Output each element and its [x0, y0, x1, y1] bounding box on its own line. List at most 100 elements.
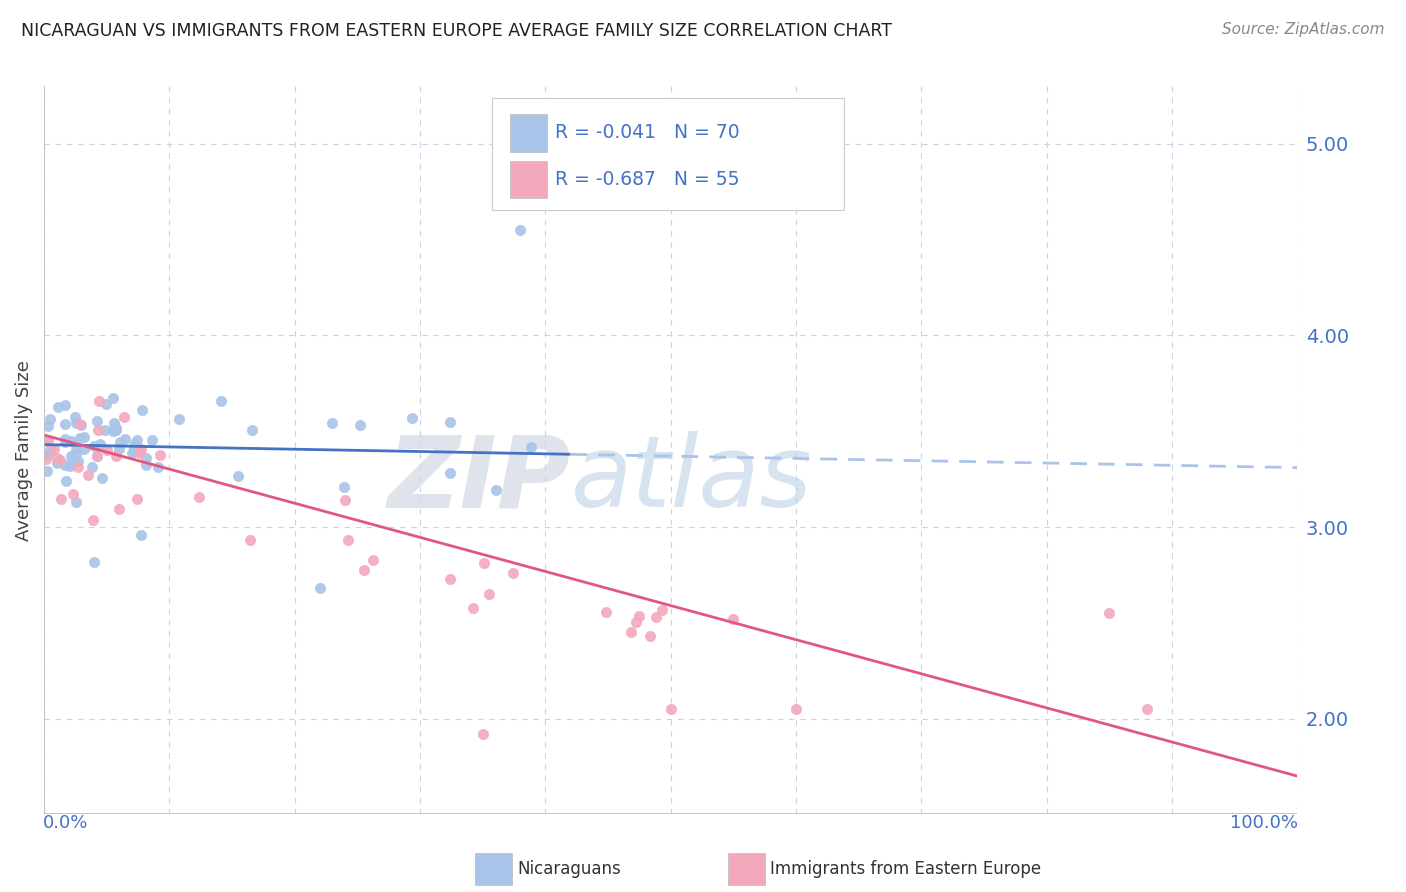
- Point: [226, 468, 249, 483]
- Point: [65, 494, 87, 508]
- Point: [128, 446, 150, 460]
- Point: [135, 451, 157, 466]
- Text: 100.0%: 100.0%: [1230, 814, 1299, 832]
- Point: [86, 414, 108, 428]
- Point: [108, 442, 131, 457]
- Point: [39, 442, 62, 457]
- Point: [1098, 606, 1121, 620]
- Point: [127, 433, 149, 447]
- Point: [37, 434, 59, 448]
- Point: [73, 430, 96, 444]
- Text: NICARAGUAN VS IMMIGRANTS FROM EASTERN EUROPE AVERAGE FAMILY SIZE CORRELATION CHA: NICARAGUAN VS IMMIGRANTS FROM EASTERN EU…: [21, 22, 891, 40]
- Point: [45, 456, 67, 470]
- Text: Source: ZipAtlas.com: Source: ZipAtlas.com: [1222, 22, 1385, 37]
- Point: [60, 456, 83, 470]
- Y-axis label: Average Family Size: Average Family Size: [15, 360, 32, 541]
- Point: [108, 435, 131, 450]
- Point: [439, 415, 461, 429]
- Point: [239, 533, 262, 547]
- Point: [439, 467, 461, 481]
- Point: [461, 601, 484, 615]
- Point: [659, 702, 682, 716]
- Point: [70, 417, 93, 432]
- Point: [46, 450, 69, 465]
- Point: [439, 572, 461, 586]
- Point: [114, 433, 136, 447]
- Point: [96, 442, 118, 457]
- Point: [188, 490, 211, 504]
- Point: [101, 391, 124, 405]
- Point: [65, 410, 87, 425]
- Point: [1136, 702, 1159, 716]
- Point: [242, 423, 264, 437]
- Point: [167, 411, 190, 425]
- Point: [129, 528, 152, 542]
- Point: [37, 464, 59, 478]
- Text: R = -0.687   N = 55: R = -0.687 N = 55: [555, 169, 740, 189]
- Point: [472, 556, 495, 570]
- Point: [94, 396, 117, 410]
- Point: [122, 441, 145, 455]
- Point: [90, 470, 112, 484]
- Point: [129, 442, 152, 456]
- Point: [595, 606, 617, 620]
- Point: [335, 493, 357, 508]
- Text: ZIP: ZIP: [388, 431, 571, 528]
- Point: [73, 442, 96, 456]
- Point: [59, 449, 82, 463]
- Point: [108, 501, 131, 516]
- Point: [86, 450, 108, 464]
- Point: [349, 418, 371, 433]
- Point: [148, 448, 170, 462]
- Point: [53, 458, 76, 472]
- Point: [131, 402, 153, 417]
- Point: [65, 447, 87, 461]
- Point: [59, 434, 82, 449]
- Point: [89, 393, 111, 408]
- Point: [65, 416, 87, 430]
- Point: [112, 410, 135, 425]
- Point: [321, 417, 343, 431]
- Point: [353, 563, 375, 577]
- Point: [620, 624, 643, 639]
- Point: [89, 437, 111, 451]
- Point: [55, 474, 77, 488]
- Point: [478, 587, 501, 601]
- Point: [104, 420, 127, 434]
- Point: [127, 491, 149, 506]
- Point: [401, 410, 423, 425]
- Point: [103, 416, 125, 430]
- Point: [53, 417, 76, 431]
- Point: [723, 612, 745, 626]
- Text: 0.0%: 0.0%: [42, 814, 89, 832]
- Text: R = -0.041   N = 70: R = -0.041 N = 70: [555, 123, 740, 143]
- Point: [485, 483, 508, 497]
- Point: [337, 533, 360, 547]
- Point: [37, 418, 59, 433]
- Point: [65, 442, 87, 457]
- Point: [638, 629, 661, 643]
- Point: [82, 512, 104, 526]
- Point: [38, 412, 60, 426]
- Point: [124, 443, 146, 458]
- Point: [101, 424, 124, 438]
- Point: [35, 434, 58, 448]
- Point: [624, 615, 647, 629]
- Point: [363, 552, 385, 566]
- Point: [62, 487, 84, 501]
- Point: [67, 454, 90, 468]
- Point: [53, 432, 76, 446]
- Point: [785, 702, 807, 716]
- Text: Nicaraguans: Nicaraguans: [517, 860, 621, 878]
- Point: [48, 453, 70, 467]
- Point: [59, 459, 82, 474]
- Point: [471, 727, 494, 741]
- Point: [124, 436, 146, 450]
- Point: [35, 452, 58, 467]
- Point: [69, 417, 91, 431]
- Point: [66, 460, 89, 475]
- Point: [121, 446, 143, 460]
- Point: [141, 433, 163, 447]
- Text: Immigrants from Eastern Europe: Immigrants from Eastern Europe: [770, 860, 1042, 878]
- Point: [104, 423, 127, 437]
